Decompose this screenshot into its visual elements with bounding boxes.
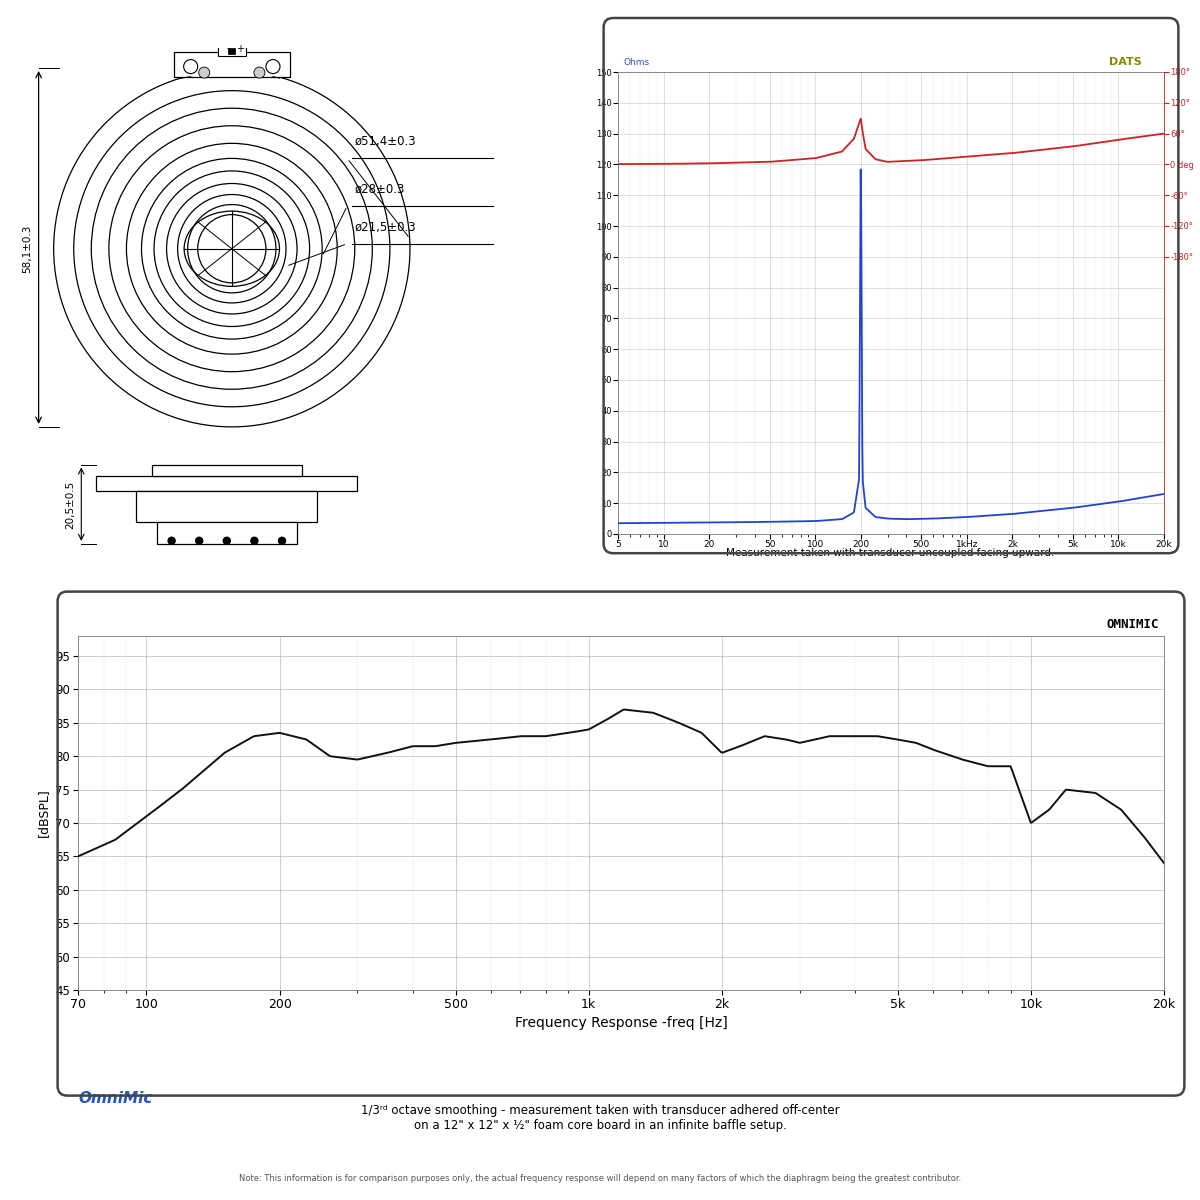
Bar — [156, 522, 298, 544]
X-axis label: Frequency Response -freq [Hz]: Frequency Response -freq [Hz] — [515, 1016, 727, 1030]
Bar — [96, 475, 358, 491]
Text: ø28±0.3: ø28±0.3 — [355, 184, 406, 196]
Circle shape — [168, 538, 175, 545]
Y-axis label: [dBSPL]: [dBSPL] — [37, 788, 50, 838]
Text: OmniMic: OmniMic — [78, 1091, 152, 1106]
Text: +: + — [236, 43, 245, 54]
Text: Measurement taken with transducer uncoupled facing upward.: Measurement taken with transducer uncoup… — [726, 548, 1055, 558]
Bar — [137, 491, 317, 522]
Text: 58,1±0.3: 58,1±0.3 — [23, 224, 32, 272]
Text: IMPEDANCE/PHASE: IMPEDANCE/PHASE — [820, 47, 962, 59]
Text: FREQUENCY RESPONSE: FREQUENCY RESPONSE — [529, 611, 713, 625]
Bar — [174, 52, 289, 77]
Circle shape — [196, 538, 203, 545]
Bar — [151, 464, 302, 475]
Bar — [217, 41, 246, 55]
Text: DATS: DATS — [1110, 58, 1142, 67]
Circle shape — [223, 538, 230, 545]
Text: 1/3ʳᵈ octave smoothing - measurement taken with transducer adhered off-center
on: 1/3ʳᵈ octave smoothing - measurement tak… — [361, 1104, 839, 1132]
Text: OMNIMIC: OMNIMIC — [1106, 618, 1158, 631]
Text: ø51,4±0.3: ø51,4±0.3 — [355, 136, 416, 149]
Circle shape — [251, 538, 258, 545]
Bar — [228, 48, 235, 54]
Text: ø21,5±0.3: ø21,5±0.3 — [355, 221, 416, 234]
Text: Ohms: Ohms — [624, 59, 649, 67]
Circle shape — [254, 67, 265, 78]
Text: Note: This information is for comparison purposes only, the actual frequency res: Note: This information is for comparison… — [239, 1174, 961, 1183]
Text: -: - — [226, 43, 229, 54]
Circle shape — [278, 538, 286, 545]
Text: 20,5±0.5: 20,5±0.5 — [65, 480, 76, 529]
Circle shape — [199, 67, 210, 78]
